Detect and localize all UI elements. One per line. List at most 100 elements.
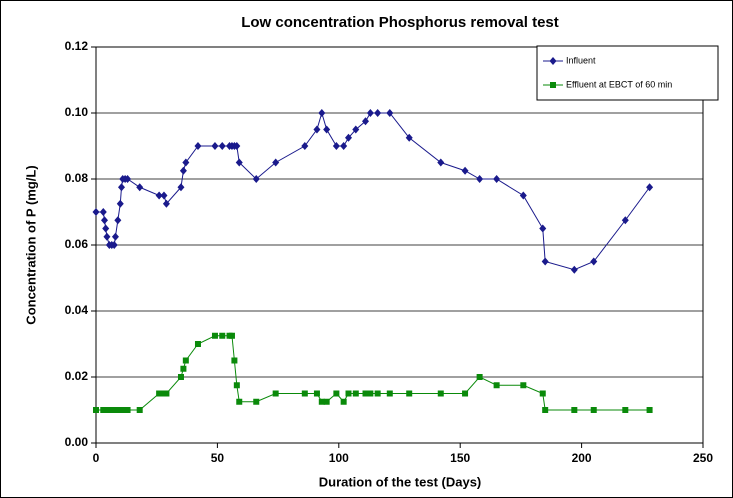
marker [114, 216, 122, 225]
marker [493, 175, 501, 183]
marker [520, 382, 527, 389]
marker [194, 341, 201, 347]
marker [93, 407, 99, 413]
y-tick-label: 0.04 [65, 303, 89, 317]
marker [117, 183, 125, 192]
marker [253, 398, 260, 405]
marker [162, 199, 170, 208]
marker [462, 390, 469, 397]
marker [386, 109, 394, 117]
marker [437, 158, 445, 167]
marker [272, 390, 279, 397]
marker [182, 357, 189, 364]
marker [621, 216, 629, 225]
marker [318, 398, 325, 405]
x-tick-label: 200 [572, 451, 592, 465]
marker [542, 407, 549, 413]
marker [235, 158, 243, 167]
marker [111, 232, 119, 241]
marker [182, 158, 190, 167]
marker [549, 57, 557, 65]
marker [301, 390, 308, 397]
marker [180, 365, 187, 372]
marker [539, 390, 546, 397]
marker [352, 125, 360, 134]
marker [233, 142, 241, 150]
x-tick-label: 100 [329, 451, 349, 465]
marker [374, 109, 382, 117]
marker [211, 142, 219, 150]
x-tick-label: 150 [450, 451, 470, 465]
marker [110, 241, 118, 249]
x-tick-label: 0 [93, 451, 100, 465]
marker [519, 191, 527, 200]
x-tick-label: 50 [211, 451, 225, 465]
marker [92, 208, 100, 216]
marker [136, 183, 144, 192]
marker [318, 109, 326, 117]
marker [179, 166, 187, 175]
marker [272, 158, 280, 167]
marker [100, 216, 108, 225]
marker [116, 199, 124, 208]
marker [352, 390, 359, 397]
marker [313, 390, 320, 397]
marker [156, 390, 163, 397]
marker [160, 191, 168, 200]
marker [301, 142, 309, 150]
legend-box [536, 45, 719, 101]
x-tick-label: 250 [693, 451, 713, 465]
marker [155, 191, 163, 200]
marker [103, 232, 111, 241]
y-tick-label: 0.12 [65, 39, 89, 53]
marker [177, 374, 184, 380]
marker [252, 175, 260, 183]
chart-title: Low concentration Phosphorus removal tes… [241, 14, 559, 31]
marker [405, 133, 413, 142]
marker [386, 390, 393, 397]
marker [211, 332, 218, 339]
marker [646, 183, 654, 192]
marker [366, 109, 374, 117]
marker [570, 265, 578, 274]
marker [345, 390, 352, 397]
marker [124, 175, 132, 183]
marker [437, 390, 444, 397]
marker [493, 382, 500, 389]
marker [136, 407, 143, 413]
marker [476, 175, 484, 183]
y-tick-label: 0.08 [65, 171, 89, 185]
marker [323, 125, 331, 134]
marker [374, 390, 381, 397]
legend-label: Influent [566, 55, 596, 65]
marker [646, 407, 653, 413]
marker [194, 142, 202, 150]
x-axis-label: Duration of the test (Days) [319, 474, 482, 489]
marker [102, 224, 110, 233]
marker [590, 257, 598, 266]
marker [228, 332, 235, 339]
marker [177, 183, 185, 192]
marker [539, 224, 547, 233]
marker [124, 407, 131, 413]
marker [218, 142, 226, 150]
marker [367, 390, 374, 397]
legend-label: Effluent at EBCT of 60 min [566, 79, 672, 89]
y-axis-label: Concentration of P (mg/L) [23, 165, 38, 324]
marker [99, 208, 107, 216]
marker [571, 407, 578, 413]
y-tick-label: 0.06 [65, 237, 89, 251]
marker [236, 398, 243, 405]
marker [622, 407, 629, 413]
marker [340, 142, 348, 150]
marker [541, 257, 549, 266]
marker [323, 398, 330, 405]
marker [231, 357, 238, 364]
marker [333, 390, 340, 397]
marker [550, 82, 556, 88]
marker [406, 390, 413, 397]
marker [461, 166, 469, 175]
marker [340, 398, 347, 405]
marker [233, 382, 240, 389]
